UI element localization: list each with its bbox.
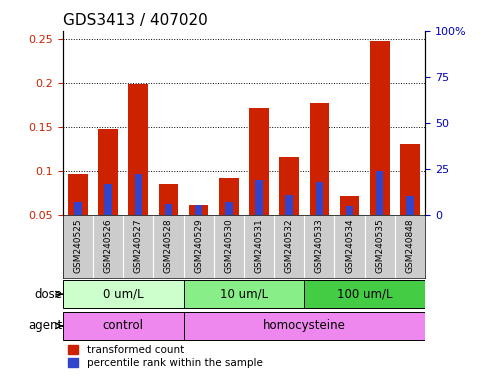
Text: homocysteine: homocysteine [263, 319, 346, 333]
Bar [310, 103, 329, 215]
Text: GSM240531: GSM240531 [255, 218, 264, 273]
Bar [98, 129, 118, 215]
Text: GSM240527: GSM240527 [134, 218, 143, 273]
Bar [279, 157, 299, 215]
Text: 10 um/L: 10 um/L [220, 288, 268, 301]
Bar [219, 178, 239, 215]
Text: 100 um/L: 100 um/L [337, 288, 392, 301]
Bar [68, 174, 88, 215]
Bar [406, 196, 413, 215]
Text: agent: agent [28, 319, 62, 333]
Bar [74, 202, 82, 215]
Text: 0 um/L: 0 um/L [103, 288, 143, 301]
Text: GSM240525: GSM240525 [73, 218, 83, 273]
Bar [189, 205, 209, 215]
Bar [165, 204, 172, 215]
Text: control: control [103, 319, 143, 333]
Text: GSM240533: GSM240533 [315, 218, 324, 273]
Bar [158, 184, 178, 215]
Text: GSM240526: GSM240526 [103, 218, 113, 273]
Legend: transformed count, percentile rank within the sample: transformed count, percentile rank withi… [68, 345, 263, 368]
Text: GSM240529: GSM240529 [194, 218, 203, 273]
Text: GSM240532: GSM240532 [284, 218, 294, 273]
Text: GSM240534: GSM240534 [345, 218, 354, 273]
Text: GDS3413 / 407020: GDS3413 / 407020 [63, 13, 208, 28]
Text: dose: dose [34, 288, 62, 301]
Text: GSM240848: GSM240848 [405, 218, 414, 273]
Bar [256, 180, 263, 215]
Text: GSM240535: GSM240535 [375, 218, 384, 273]
Text: GSM240528: GSM240528 [164, 218, 173, 273]
Bar [184, 280, 304, 308]
Bar [400, 144, 420, 215]
Bar [63, 280, 184, 308]
Bar [285, 195, 293, 215]
Bar [128, 84, 148, 215]
Bar [346, 206, 353, 215]
Bar [370, 41, 390, 215]
Bar [135, 174, 142, 215]
Bar [249, 108, 269, 215]
Bar [316, 182, 323, 215]
Bar [63, 312, 184, 340]
Bar [104, 184, 112, 215]
Bar [195, 205, 202, 215]
Bar [376, 171, 384, 215]
Text: GSM240530: GSM240530 [224, 218, 233, 273]
Bar [304, 280, 425, 308]
Bar [184, 312, 425, 340]
Bar [340, 196, 359, 215]
Bar [225, 202, 232, 215]
